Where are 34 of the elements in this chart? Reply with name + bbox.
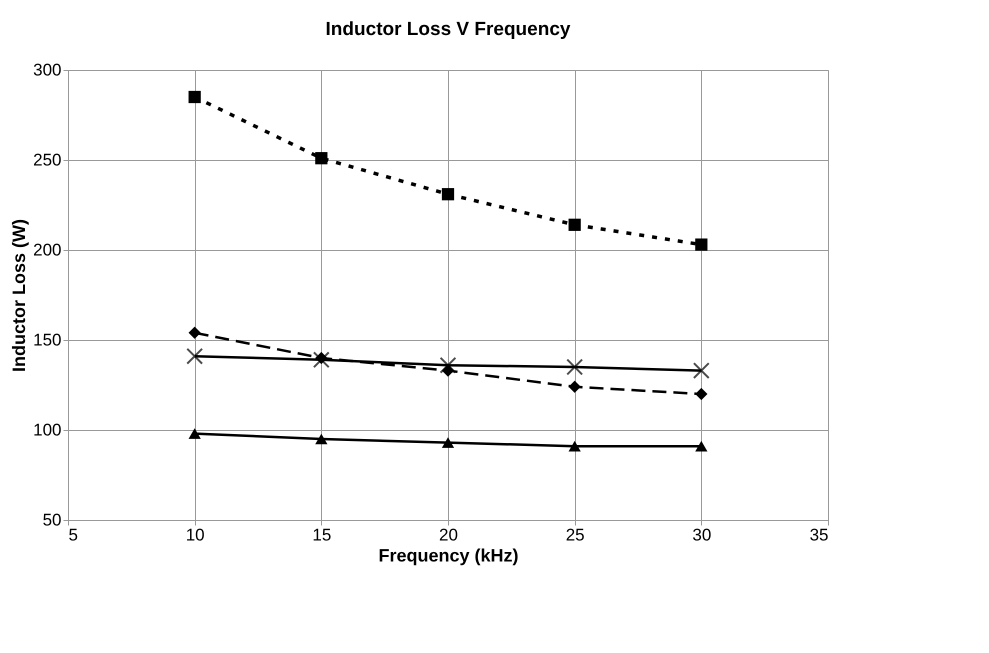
y-tick-label: 200 [33, 240, 62, 260]
x-tick-label: 35 [810, 526, 828, 544]
x-tick-label: 5 [68, 526, 78, 544]
point [566, 358, 584, 376]
y-axis-title: Inductor Loss (W) [9, 219, 30, 372]
x-axis-title: Frequency (kHz) [378, 546, 519, 566]
y-tick-label: 100 [33, 420, 62, 440]
point [568, 218, 581, 231]
point [442, 437, 454, 448]
y-tick-label: 300 [33, 60, 62, 80]
point [315, 434, 328, 444]
point [568, 440, 581, 452]
point [695, 440, 708, 452]
point [312, 351, 330, 368]
point [692, 362, 710, 380]
chart-title: Inductor Loss V Frequency [326, 19, 571, 40]
point [568, 380, 581, 393]
y-tick-label: 150 [33, 330, 62, 350]
x-tick-label: 25 [566, 526, 585, 544]
x-tick-label: 15 [312, 526, 332, 544]
point [188, 90, 201, 104]
point [442, 188, 454, 200]
point [188, 428, 201, 439]
point [188, 326, 201, 339]
point [440, 356, 456, 374]
point [695, 388, 708, 400]
y-tick-label: 250 [33, 150, 62, 170]
x-tick-label: 30 [692, 526, 712, 544]
point [695, 238, 708, 251]
y-tick-label: 50 [42, 510, 62, 530]
x-tick-label: 20 [439, 526, 458, 544]
point [315, 152, 328, 164]
x-tick-label: 10 [186, 526, 205, 544]
point [186, 348, 204, 365]
